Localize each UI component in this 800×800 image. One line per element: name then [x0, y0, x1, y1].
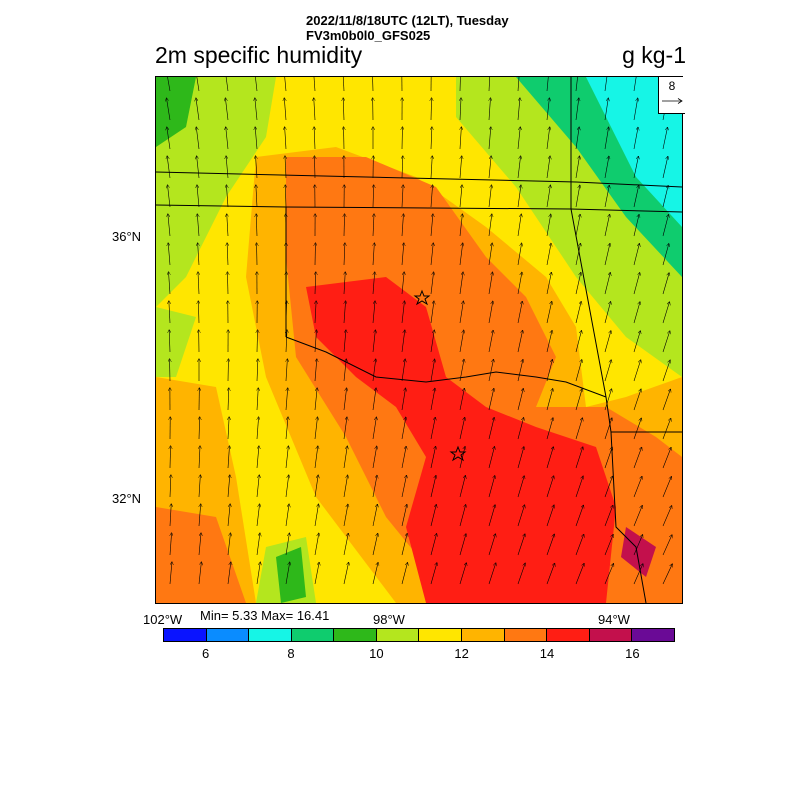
- reference-vector-label: 8: [668, 79, 676, 93]
- map-units: g kg-1: [622, 42, 686, 68]
- colorbar-cell: [462, 629, 505, 641]
- lat-label-36n: 36°N: [112, 229, 142, 244]
- min-max-readout: Min= 5.33 Max= 16.41: [200, 608, 330, 623]
- colorbar-tick-label: 6: [202, 646, 210, 661]
- colorbar-cell: [504, 629, 548, 641]
- colorbar-tick-label: 16: [625, 646, 640, 661]
- lat-label-32n: 32°N: [112, 491, 142, 506]
- map-title: 2m specific humidity: [155, 42, 363, 68]
- colorbar-cell: [419, 629, 463, 641]
- city-star-marker: [413, 289, 431, 306]
- colorbar-cell: [547, 629, 590, 641]
- colorbar-tick-label: 14: [539, 646, 555, 661]
- lon-label-94w: 94°W: [598, 612, 630, 627]
- reference-arrow-icon: [662, 98, 683, 104]
- humidity-field: [156, 77, 682, 603]
- colorbar-cell: [334, 629, 377, 641]
- colorbar-cell: [206, 629, 250, 641]
- reference-vector-box: 8: [658, 77, 685, 114]
- colorbar-cell: [589, 629, 633, 641]
- colorbar-cell: [249, 629, 292, 641]
- colorbar-tick-label: 12: [454, 646, 469, 661]
- colorbar: [163, 628, 675, 642]
- header-model: FV3m0b0l0_GFS025: [306, 28, 431, 43]
- map-panel: [155, 76, 683, 604]
- colorbar-tick-label: 10: [369, 646, 384, 661]
- colorbar-cell: [164, 629, 207, 641]
- colorbar-cell: [291, 629, 335, 641]
- colorbar-tick-label: 8: [287, 646, 295, 661]
- header-date: 2022/11/8/18UTC (12LT), Tuesday: [306, 13, 509, 28]
- colorbar-cell: [376, 629, 420, 641]
- lon-label-102w: 102°W: [143, 612, 183, 627]
- lon-label-98w: 98°W: [373, 612, 405, 627]
- city-star-marker: [449, 445, 467, 462]
- colorbar-cell: [632, 629, 674, 641]
